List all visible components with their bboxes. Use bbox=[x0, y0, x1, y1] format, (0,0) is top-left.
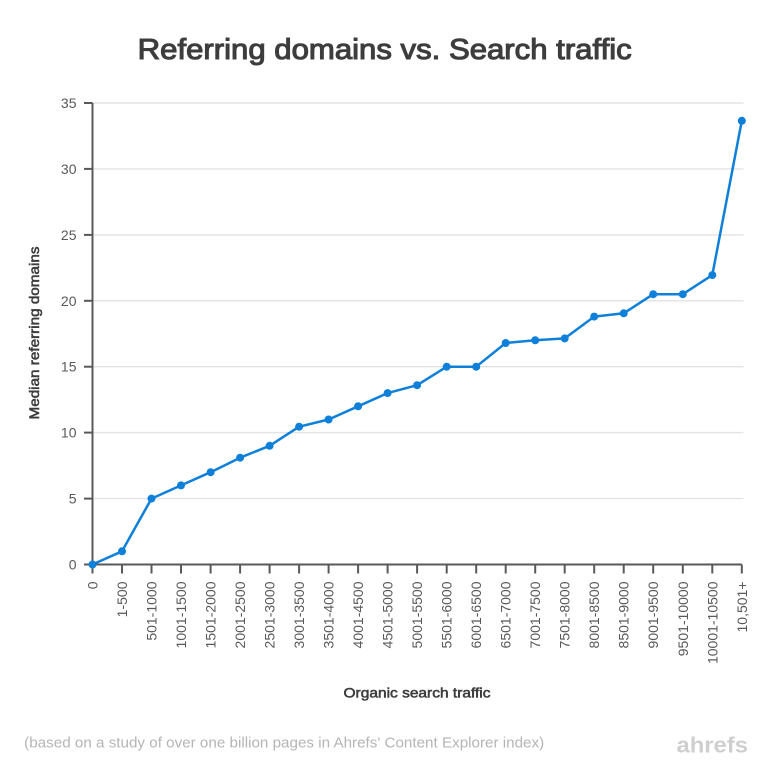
svg-text:501-1000: 501-1000 bbox=[144, 581, 160, 640]
svg-text:5: 5 bbox=[69, 491, 77, 507]
svg-text:15: 15 bbox=[61, 359, 77, 375]
svg-text:7501-8000: 7501-8000 bbox=[557, 581, 573, 648]
svg-text:6001-6500: 6001-6500 bbox=[468, 581, 484, 648]
svg-text:10: 10 bbox=[61, 425, 77, 441]
svg-text:(based on a study of over one: (based on a study of over one billion pa… bbox=[24, 736, 544, 752]
svg-text:9501-10000: 9501-10000 bbox=[675, 581, 691, 656]
svg-text:Median referring domains: Median referring domains bbox=[26, 247, 42, 420]
svg-text:3501-4000: 3501-4000 bbox=[321, 581, 337, 648]
svg-text:Referring domains vs. Search t: Referring domains vs. Search traffic bbox=[138, 34, 632, 66]
svg-text:30: 30 bbox=[61, 161, 77, 177]
svg-text:20: 20 bbox=[61, 293, 77, 309]
svg-text:5001-5500: 5001-5500 bbox=[409, 581, 425, 648]
svg-text:10001-10500: 10001-10500 bbox=[704, 581, 720, 664]
svg-text:4501-5000: 4501-5000 bbox=[380, 581, 396, 648]
svg-text:10,501+: 10,501+ bbox=[734, 582, 750, 633]
svg-text:1501-2000: 1501-2000 bbox=[203, 581, 219, 648]
svg-text:4001-4500: 4001-4500 bbox=[350, 581, 366, 648]
svg-text:2501-3000: 2501-3000 bbox=[262, 581, 278, 648]
svg-text:3001-3500: 3001-3500 bbox=[291, 581, 307, 648]
svg-text:1-500: 1-500 bbox=[114, 581, 130, 617]
svg-text:9001-9500: 9001-9500 bbox=[645, 581, 661, 648]
svg-text:0: 0 bbox=[85, 581, 101, 589]
svg-text:8001-8500: 8001-8500 bbox=[586, 581, 602, 648]
svg-text:ahrefs: ahrefs bbox=[677, 732, 749, 757]
svg-text:8501-9000: 8501-9000 bbox=[616, 581, 632, 648]
svg-text:0: 0 bbox=[69, 557, 77, 573]
svg-text:1001-1500: 1001-1500 bbox=[173, 581, 189, 648]
svg-text:2001-2500: 2001-2500 bbox=[232, 581, 248, 648]
svg-text:7001-7500: 7001-7500 bbox=[527, 581, 543, 648]
svg-text:5501-6000: 5501-6000 bbox=[439, 581, 455, 648]
svg-text:25: 25 bbox=[61, 227, 77, 243]
svg-text:Organic search traffic: Organic search traffic bbox=[344, 684, 491, 700]
svg-text:35: 35 bbox=[61, 95, 77, 111]
svg-text:6501-7000: 6501-7000 bbox=[498, 581, 514, 648]
